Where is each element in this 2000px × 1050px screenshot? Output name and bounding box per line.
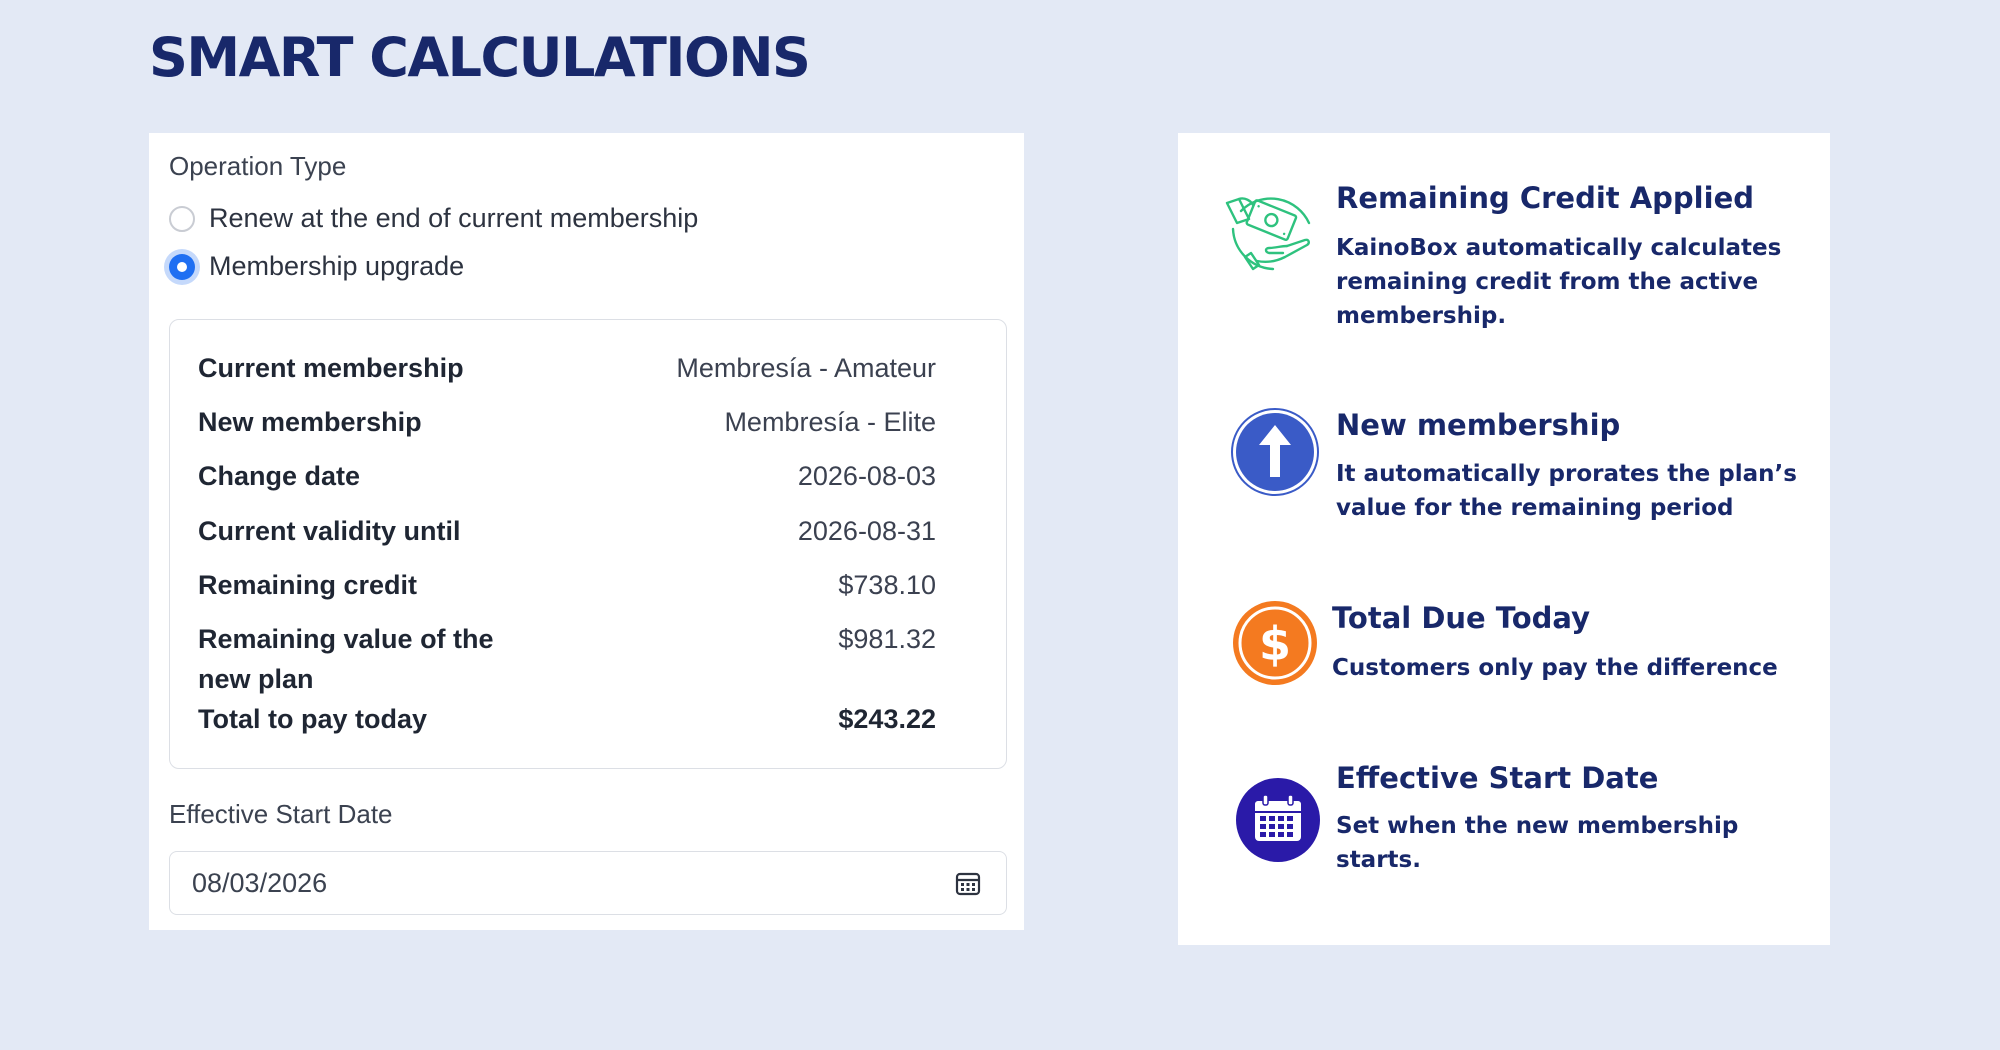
- summary-value: 2026-08-03: [797, 461, 936, 491]
- summary-total-value: $243.22: [838, 704, 936, 734]
- summary-row-remaining-credit: Remaining credit $738.10: [198, 565, 936, 605]
- feature-description: KainoBox automatically calculates remain…: [1336, 235, 1782, 329]
- radio-button-upgrade[interactable]: [169, 253, 195, 280]
- summary-row-remaining-value: Remaining value of the new plan $981.32: [198, 619, 936, 699]
- summary-key: Remaining value of the new plan: [198, 624, 494, 694]
- summary-value: Membresía - Amateur: [676, 353, 936, 383]
- summary-key: Remaining credit: [198, 570, 418, 600]
- summary-row-change-date: Change date 2026-08-03: [198, 456, 936, 496]
- summary-value: Membresía - Elite: [724, 407, 936, 437]
- summary-key: Total to pay today: [198, 704, 428, 734]
- feature-description: Set when the new membership starts.: [1336, 813, 1739, 873]
- dollar-icon: $: [1233, 601, 1317, 685]
- summary-value: $981.32: [838, 624, 936, 654]
- date-input-value: 08/03/2026: [192, 867, 328, 898]
- summary-row-current-validity: Current validity until 2026-08-31: [198, 511, 936, 551]
- arrow-up-icon: [1231, 408, 1319, 496]
- summary-key: Current membership: [198, 353, 464, 383]
- effective-start-date-input[interactable]: 08/03/2026: [169, 851, 1007, 915]
- radio-option-renew[interactable]: Renew at the end of current membership: [169, 203, 698, 234]
- feature-title: Remaining Credit Applied: [1336, 181, 1754, 215]
- money-hand-icon: [1225, 197, 1311, 271]
- summary-key: Change date: [198, 461, 361, 491]
- radio-label-renew: Renew at the end of current membership: [209, 203, 699, 233]
- summary-row-current-membership: Current membership Membresía - Amateur: [198, 348, 936, 388]
- summary-row-new-membership: New membership Membresía - Elite: [198, 402, 936, 442]
- summary-key: Current validity until: [198, 516, 461, 546]
- feature-description: Customers only pay the difference: [1332, 655, 1778, 681]
- upgrade-summary-box: Current membership Membresía - Amateur N…: [169, 319, 1007, 769]
- calendar-picker-icon[interactable]: [954, 870, 982, 898]
- feature-title: New membership: [1336, 408, 1621, 442]
- summary-value: 2026-08-31: [797, 516, 936, 546]
- summary-key: New membership: [198, 407, 422, 437]
- effective-start-label: Effective Start Date: [169, 799, 393, 829]
- page-title: SMART CALCULATIONS: [149, 26, 811, 89]
- feature-title: Total Due Today: [1332, 601, 1590, 635]
- radio-label-upgrade: Membership upgrade: [209, 251, 465, 281]
- summary-row-total-today: Total to pay today $243.22: [198, 699, 936, 739]
- svg-text:$: $: [1259, 617, 1291, 671]
- radio-option-upgrade[interactable]: Membership upgrade: [169, 251, 464, 282]
- feature-title: Effective Start Date: [1336, 761, 1659, 795]
- operation-type-label: Operation Type: [169, 151, 347, 181]
- upgrade-form-panel: Operation Type Renew at the end of curre…: [149, 133, 1024, 930]
- calendar-icon: [1236, 778, 1320, 862]
- radio-button-renew[interactable]: [169, 205, 195, 232]
- summary-value: $738.10: [838, 570, 936, 600]
- feature-description: It automatically prorates the plan’s val…: [1336, 461, 1797, 521]
- features-panel: Remaining Credit Applied KainoBox automa…: [1178, 133, 1830, 945]
